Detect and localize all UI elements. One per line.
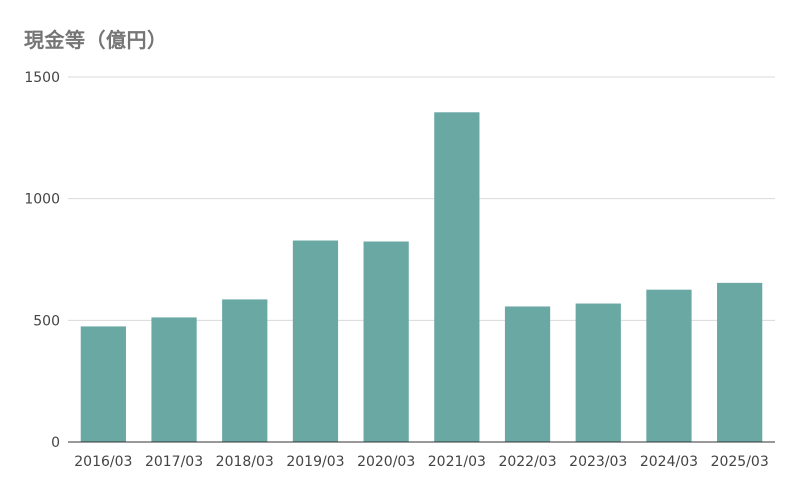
y-axis-ticks: 0 500 1000 1500 [24,70,60,451]
x-tick-label: 2017/03 [145,454,203,470]
bar-2017-03 [151,317,197,442]
bar-2018-03 [222,299,268,442]
x-tick-label: 2018/03 [216,454,274,470]
x-tick-label: 2021/03 [428,454,486,470]
x-tick-label: 2019/03 [286,454,344,470]
x-tick-label: 2020/03 [357,454,415,470]
x-axis-ticks: 2016/03 2017/03 2018/03 2019/03 2020/03 2021/… [74,454,768,470]
x-tick-label: 2025/03 [711,454,769,470]
y-tick-label: 1500 [24,70,60,86]
x-tick-label: 2016/03 [74,454,132,470]
bar-2023-03 [575,303,621,442]
x-tick-label: 2022/03 [498,454,556,470]
gridlines [68,76,775,321]
bar-2016-03 [80,326,126,442]
y-tick-label: 500 [33,313,60,329]
x-tick-label: 2024/03 [640,454,698,470]
y-tick-label: 1000 [24,192,60,208]
chart-title: 現金等（億円） [24,28,168,52]
bar-2020-03 [363,241,409,442]
bar-2021-03 [434,112,480,443]
x-tick-label: 2023/03 [569,454,627,470]
bar-2024-03 [646,289,692,442]
bar-2025-03 [717,282,763,442]
bars [80,112,763,443]
y-tick-label: 0 [51,435,60,451]
bar-2022-03 [504,306,551,442]
bar-2019-03 [292,240,339,442]
